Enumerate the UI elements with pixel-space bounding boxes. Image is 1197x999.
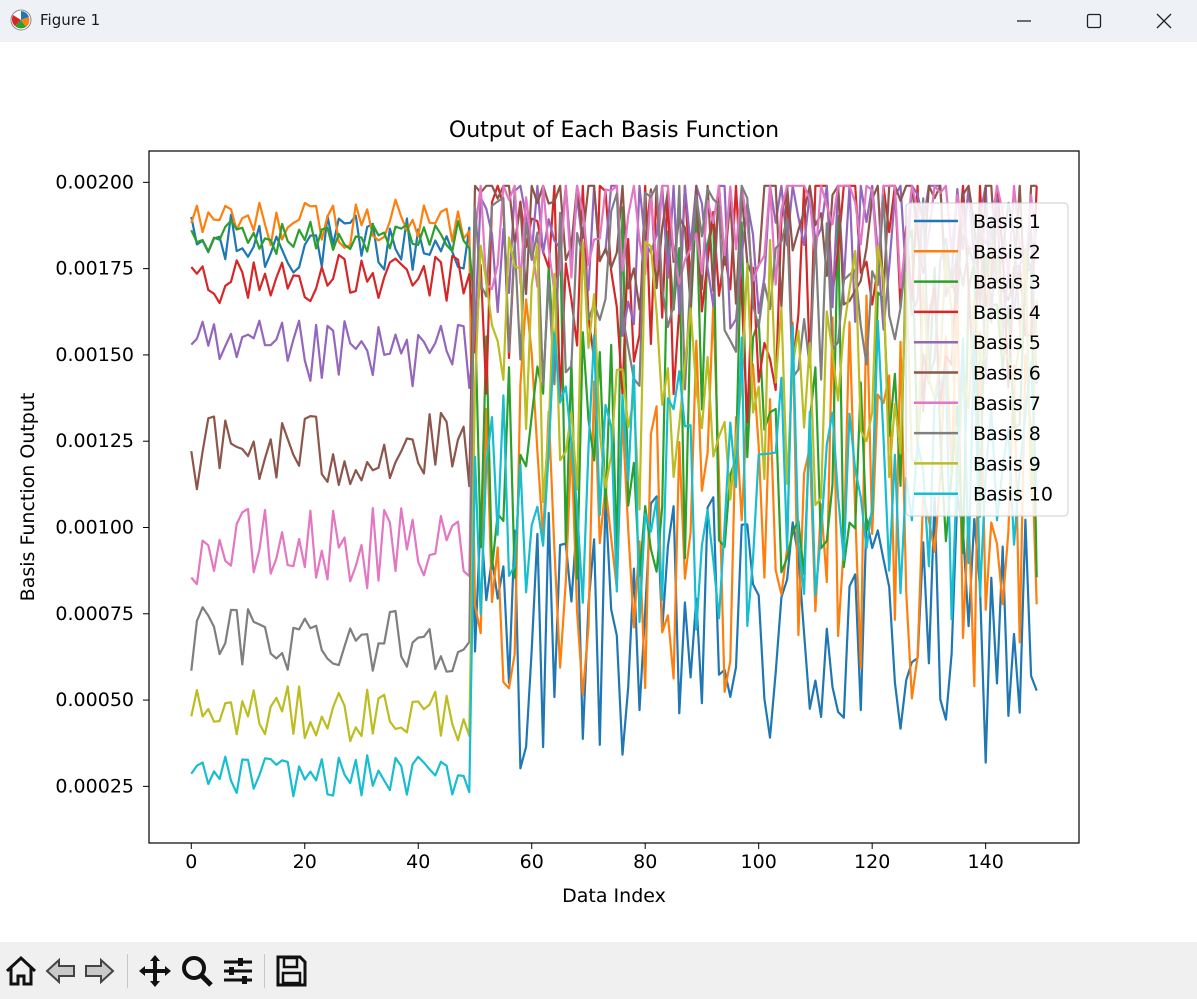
y-axis-label: Basis Function Output bbox=[17, 393, 39, 602]
series-line-basis-2 bbox=[190, 198, 1038, 700]
x-axis-ticks: 0 20 40 60 80 100 120 140 bbox=[185, 843, 1004, 873]
chart-title: Output of Each Basis Function bbox=[449, 118, 779, 143]
legend-label: Basis 5 bbox=[973, 332, 1041, 354]
legend-label: Basis 1 bbox=[973, 211, 1041, 233]
legend-label: Basis 4 bbox=[973, 302, 1041, 324]
maximize-icon bbox=[1086, 13, 1102, 29]
x-axis-label: Data Index bbox=[562, 885, 666, 907]
legend-label: Basis 9 bbox=[973, 453, 1041, 475]
y-tick-label: 0.00025 bbox=[55, 775, 134, 797]
series-line-basis-7 bbox=[190, 184, 1038, 590]
x-tick-label: 140 bbox=[968, 851, 1004, 873]
minimize-icon bbox=[1017, 20, 1031, 22]
y-tick-label: 0.00075 bbox=[55, 603, 134, 625]
line-chart: Output of Each Basis Function 0 20 40 60 80 1… bbox=[17, 118, 1080, 907]
legend-label: Basis 6 bbox=[973, 363, 1041, 385]
legend: Basis 1 Basis 2 Basis 3 Basis 4 Basis 5 Basis… bbox=[905, 202, 1069, 517]
toolbar-separator bbox=[264, 954, 265, 988]
x-tick-label: 40 bbox=[406, 851, 430, 873]
home-icon bbox=[5, 955, 37, 986]
configure-icon bbox=[224, 958, 252, 984]
toolbar-separator bbox=[127, 954, 128, 988]
series-line-basis-10 bbox=[190, 319, 1038, 798]
series-line-basis-1 bbox=[190, 213, 1038, 770]
home-button[interactable] bbox=[2, 952, 40, 990]
x-tick-label: 120 bbox=[854, 851, 890, 873]
y-tick-label: 0.00200 bbox=[55, 171, 134, 193]
series-line-basis-8 bbox=[190, 184, 1038, 673]
y-tick-label: 0.00175 bbox=[55, 258, 134, 280]
y-tick-label: 0.00100 bbox=[55, 516, 134, 538]
y-tick-label: 0.00050 bbox=[55, 689, 134, 711]
pan-button[interactable] bbox=[136, 952, 174, 990]
x-tick-label: 100 bbox=[741, 851, 777, 873]
y-tick-label: 0.00125 bbox=[55, 430, 134, 452]
legend-label: Basis 8 bbox=[973, 423, 1041, 445]
window-titlebar: Figure 1 bbox=[0, 0, 1197, 42]
save-icon bbox=[276, 955, 307, 987]
figure-canvas: Output of Each Basis Function 0 20 40 60 80 1… bbox=[0, 42, 1197, 942]
axes-frame bbox=[148, 150, 1080, 844]
legend-label: Basis 7 bbox=[973, 393, 1041, 415]
maximize-button[interactable] bbox=[1066, 0, 1122, 42]
plot-lines bbox=[190, 184, 1038, 798]
minimize-button[interactable] bbox=[996, 0, 1052, 42]
window-title: Figure 1 bbox=[40, 11, 101, 29]
pan-icon bbox=[139, 955, 171, 987]
x-tick-label: 60 bbox=[520, 851, 544, 873]
series-line-basis-3 bbox=[190, 203, 1038, 580]
matplotlib-logo-icon bbox=[10, 9, 32, 31]
x-tick-label: 0 bbox=[185, 851, 197, 873]
zoom-button[interactable] bbox=[178, 952, 216, 990]
forward-button[interactable] bbox=[80, 952, 118, 990]
legend-label: Basis 2 bbox=[973, 241, 1041, 263]
legend-label: Basis 10 bbox=[973, 484, 1053, 506]
x-tick-label: 80 bbox=[633, 851, 657, 873]
configure-button[interactable] bbox=[219, 952, 257, 990]
legend-label: Basis 3 bbox=[973, 272, 1041, 294]
forward-icon bbox=[85, 957, 115, 985]
save-button[interactable] bbox=[272, 952, 310, 990]
zoom-icon bbox=[182, 956, 213, 987]
back-icon bbox=[45, 957, 75, 985]
back-button[interactable] bbox=[42, 952, 80, 990]
y-tick-label: 0.00150 bbox=[55, 344, 134, 366]
navigation-toolbar bbox=[0, 942, 1197, 999]
y-axis-ticks: 0.00025 0.00050 0.00075 0.00100 0.00125 0.001… bbox=[55, 171, 149, 797]
series-line-basis-9 bbox=[190, 236, 1038, 743]
x-tick-label: 20 bbox=[293, 851, 317, 873]
close-icon bbox=[1156, 13, 1172, 29]
close-button[interactable] bbox=[1136, 0, 1192, 42]
